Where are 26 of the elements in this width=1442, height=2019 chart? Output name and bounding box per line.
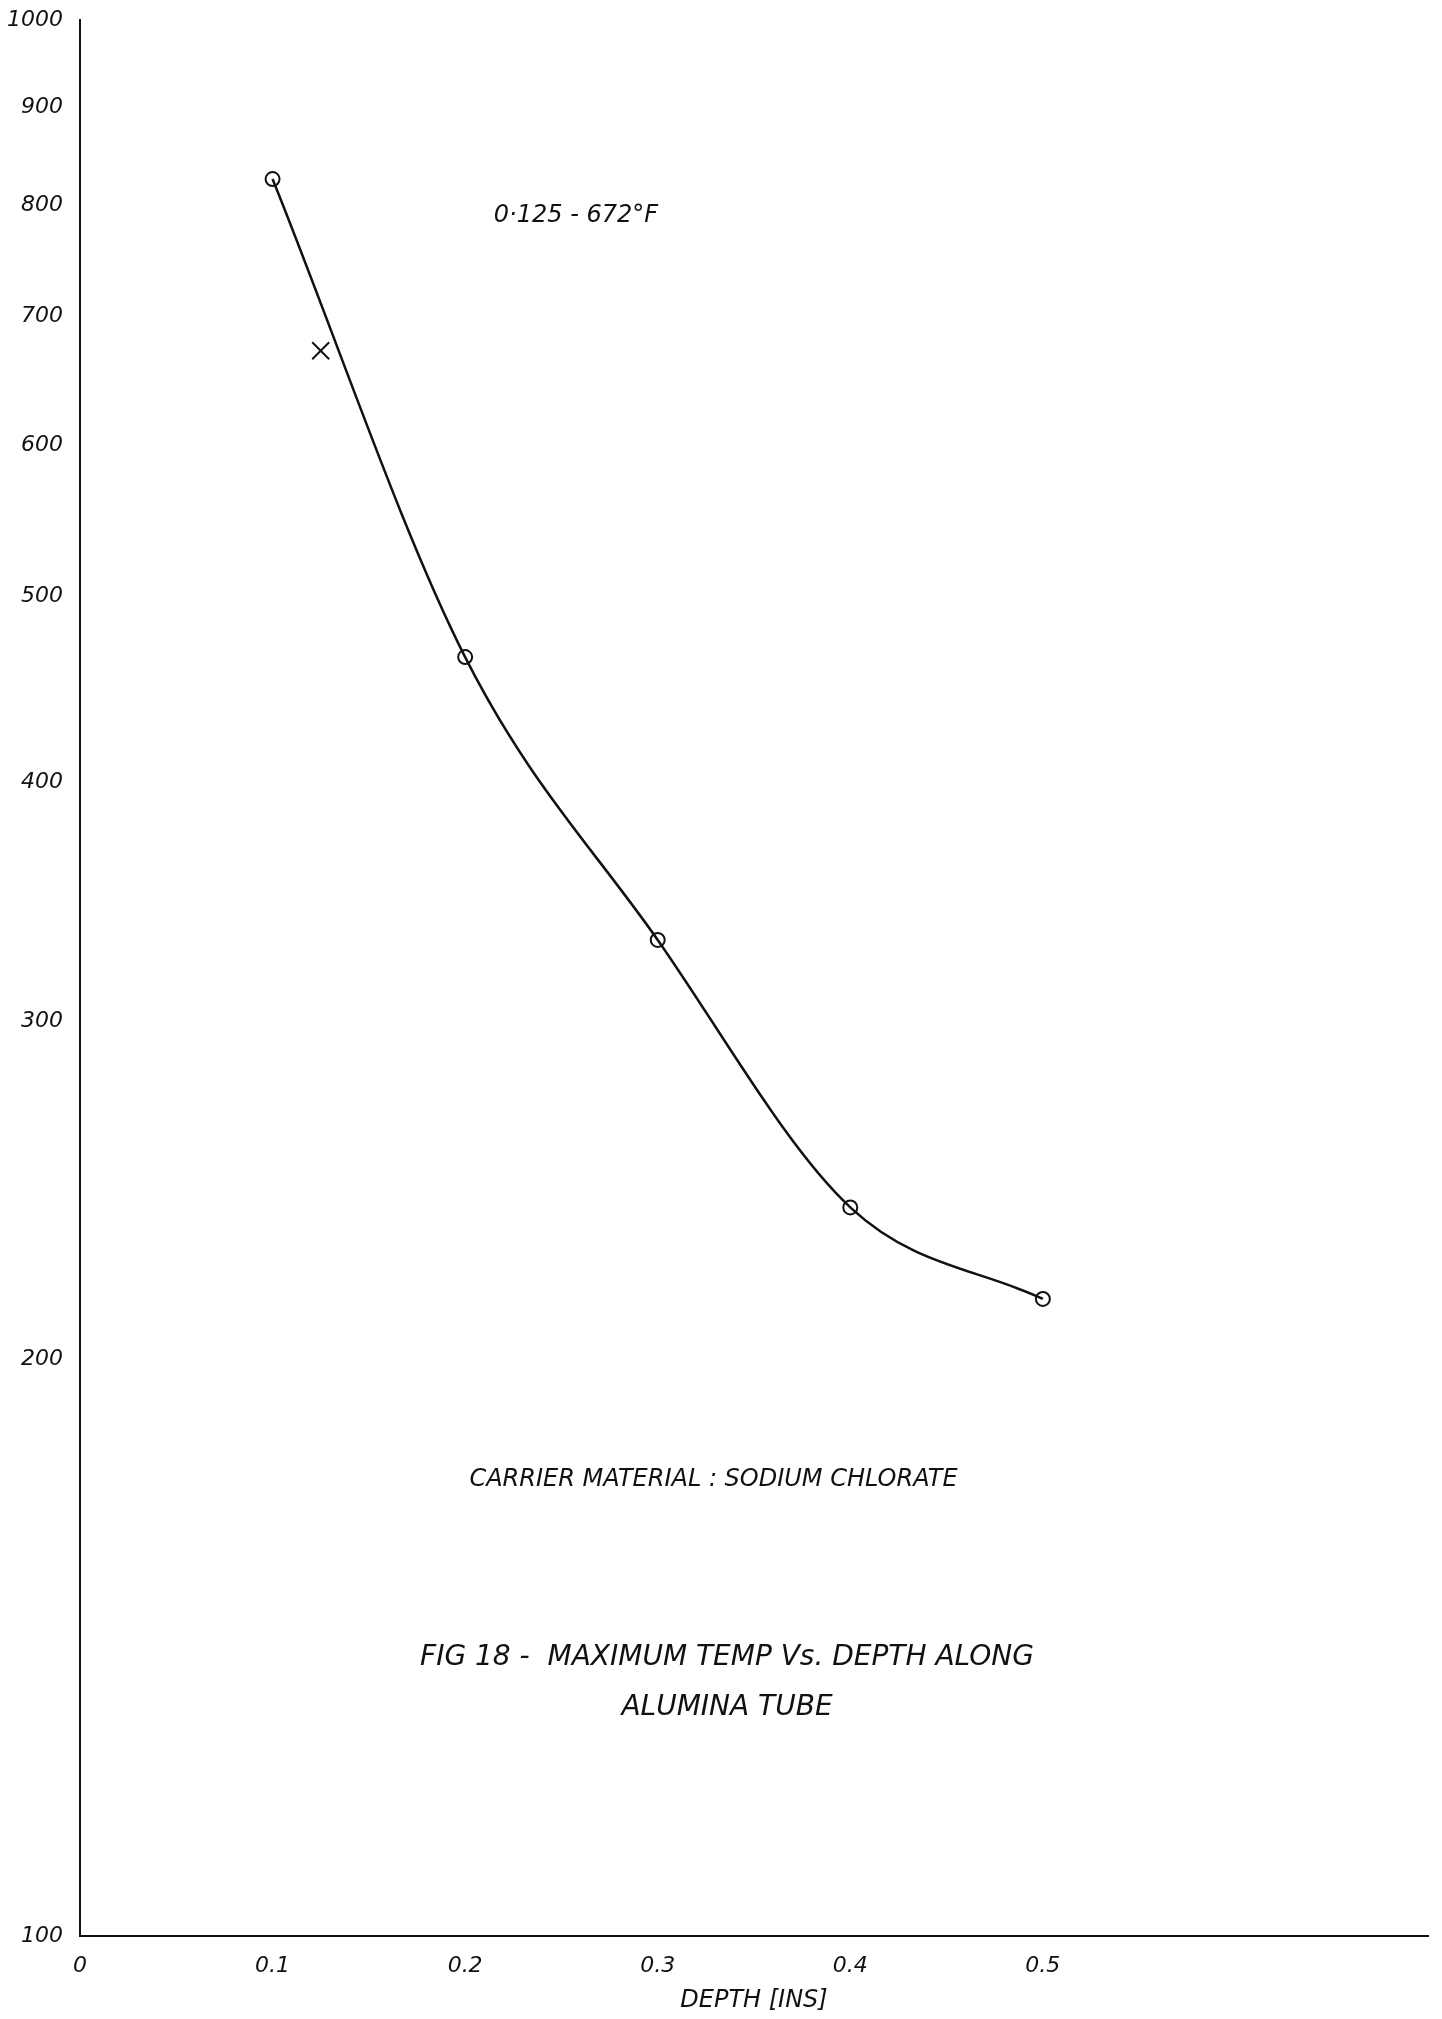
- y-tick-label: 1000: [6, 5, 63, 31]
- y-tick-label: 700: [20, 302, 63, 328]
- y-tick-label: 900: [20, 93, 63, 119]
- y-tick-label: 800: [20, 191, 63, 217]
- y-tick-label: 300: [20, 1007, 63, 1033]
- x-axis-title: DEPTH [INS]: [680, 1984, 828, 2013]
- x-tick-label: 0: [72, 1951, 87, 1977]
- point: [1034, 1290, 1051, 1307]
- y-tick-label: 200: [20, 1344, 63, 1370]
- y-tick-label: 100: [20, 1921, 63, 1947]
- point: [842, 1199, 859, 1216]
- annotation: CARRIER MATERIAL : SODIUM CHLORATE: [469, 1464, 959, 1493]
- x-tick-label: 0.2: [447, 1951, 483, 1977]
- y-tick-label: 600: [20, 430, 63, 456]
- x-tick-label: 0.3: [640, 1951, 676, 1977]
- text: FIG 18 - MAXIMUM TEMP Vs. DEPTH ALONG ALUMINA TUBE: [420, 1639, 1034, 1723]
- point: [649, 931, 666, 948]
- x-tick-label: 0.5: [1025, 1951, 1061, 1977]
- y-tick-label: 400: [20, 768, 63, 794]
- point: [311, 341, 331, 361]
- point: [264, 171, 281, 188]
- point: [457, 649, 474, 666]
- x-tick-label: 0.1: [255, 1951, 291, 1977]
- annotation: 0·125 - 672°F: [493, 199, 660, 228]
- y-tick-label: 500: [20, 582, 63, 608]
- x-tick-label: 0.4: [832, 1951, 868, 1977]
